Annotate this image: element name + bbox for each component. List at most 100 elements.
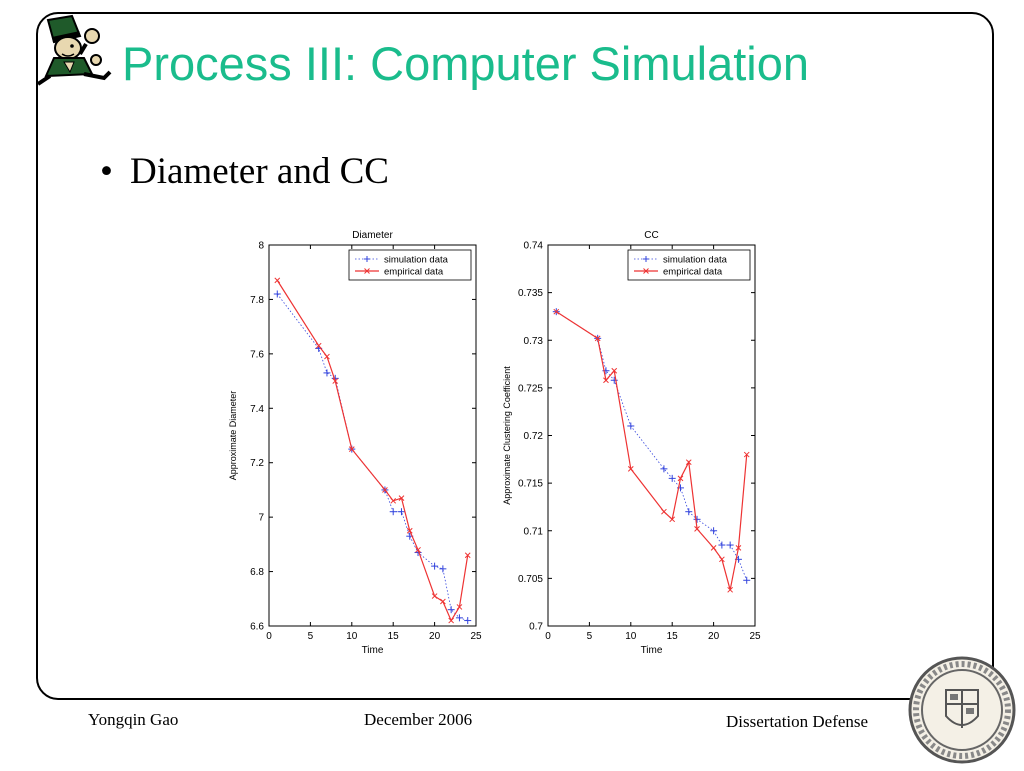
cc-chart: CC 0 5 10 15 20 25 0.7 0.705 0.71 0.715 0.72 0.725 0.… [496, 222, 766, 662]
footer-date: December 2006 [364, 710, 473, 729]
empirical-data-point [661, 508, 667, 515]
cc-chart-svg: CC 0 5 10 15 20 25 0.7 0.705 0.71 0.715 0.72 0.725 0.… [502, 230, 761, 656]
simulation-data-point [660, 465, 668, 473]
plot-area [268, 244, 477, 627]
legend-entry: simulation data [355, 255, 449, 266]
x-tick-label: 20 [708, 631, 720, 642]
simulation-data-point [323, 369, 331, 377]
y-tick-label: 0.74 [524, 241, 544, 252]
simulation-data-point [610, 376, 618, 384]
y-tick-label: 0.705 [518, 574, 543, 585]
empirical-data-point [719, 556, 725, 563]
x-tick-label: 0 [545, 631, 551, 642]
y-tick-label: 7 [258, 513, 264, 524]
chart-title: Diameter [352, 230, 393, 241]
simulation-data-point [685, 508, 693, 516]
footer-event: Dissertation Defense [726, 712, 869, 731]
simulation-data-point [710, 527, 718, 535]
empirical-data-point [406, 527, 413, 534]
y-tick-label: 0.72 [524, 431, 544, 442]
empirical-data-point [315, 342, 322, 349]
diameter-chart-svg: Diameter 0 5 10 15 20 25 6.6 6.8 7 7.2 7.4 7.6 7.8 8 Ti… [228, 230, 482, 656]
empirical-data-point [390, 497, 397, 504]
legend-label: empirical data [384, 267, 444, 278]
simulation-data-point [726, 541, 734, 549]
empirical-data-point [677, 475, 684, 482]
legend-entry: empirical data [634, 267, 723, 278]
empirical-data-point [440, 598, 446, 605]
y-tick-label: 0.73 [524, 336, 544, 347]
chart-title: CC [644, 230, 658, 241]
legend-label: simulation data [384, 255, 449, 266]
simulation-data-point [464, 617, 472, 625]
slide-frame [36, 12, 994, 700]
simulation-data-point [273, 290, 281, 298]
x-tick-label: 15 [388, 631, 400, 642]
y-tick-label: 0.7 [529, 622, 543, 633]
y-tick-label: 0.725 [518, 383, 543, 394]
simulation-data-point [439, 565, 447, 573]
y-tick-label: 6.6 [250, 622, 264, 633]
y-tick-label: 7.2 [250, 458, 264, 469]
plot-area [547, 244, 756, 627]
empirical-data-point [735, 545, 742, 551]
empirical-data-point [324, 353, 330, 360]
empirical-data-point [448, 617, 455, 624]
empirical-data-point [464, 552, 471, 559]
legend-label: simulation data [663, 255, 728, 266]
simulation-data-point [397, 508, 405, 516]
x-tick-label: 10 [625, 631, 637, 642]
legend-entry: simulation data [634, 255, 728, 266]
x-tick-label: 5 [308, 631, 314, 642]
y-tick-label: 6.8 [250, 567, 264, 578]
simulation-data-point [693, 515, 701, 523]
simulation-data-point [668, 474, 676, 482]
y-tick-label: 0.715 [518, 479, 543, 490]
x-tick-label: 10 [346, 631, 358, 642]
legend-label: empirical data [663, 267, 723, 278]
empirical-data-point [685, 459, 692, 466]
empirical-data-point [603, 377, 609, 384]
x-tick-label: 0 [266, 631, 272, 642]
simulation-data-point [431, 562, 439, 570]
empirical-data-point [553, 308, 560, 315]
empirical-data-point [382, 487, 388, 493]
y-tick-label: 8 [258, 241, 264, 252]
y-tick-label: 0.71 [524, 526, 544, 537]
y-tick-label: 0.735 [518, 288, 543, 299]
empirical-data-point [669, 516, 676, 523]
slide-title: Process III: Computer Simulation [122, 37, 809, 90]
empirical-data-point [694, 525, 700, 532]
x-tick-label: 20 [429, 631, 441, 642]
empirical-data-point [398, 495, 405, 501]
y-tick-label: 7.8 [250, 295, 264, 306]
y-axis-label: Approximate Clustering Coefficient [502, 366, 512, 505]
empirical-data-point [431, 593, 438, 599]
y-tick-label: 7.4 [250, 404, 264, 415]
empirical-data-point [710, 545, 717, 551]
simulation-data-point [389, 508, 397, 516]
x-tick-label: 25 [749, 631, 761, 642]
footer-author: Yongqin Gao [88, 710, 179, 729]
simulation-data-point [455, 614, 463, 622]
empirical-data-point [727, 586, 734, 593]
empirical-data-point [611, 367, 618, 374]
x-axis-label: Time [641, 645, 663, 656]
legend-entry: empirical data [355, 267, 444, 278]
leprechaun-mascot-icon [34, 14, 114, 86]
bullet-text: Diameter and CC [130, 151, 389, 192]
empirical-data-point [415, 546, 421, 553]
y-axis-label: Approximate Diameter [228, 391, 238, 481]
x-tick-label: 5 [587, 631, 593, 642]
empirical-data-point [627, 465, 634, 472]
x-tick-label: 15 [667, 631, 679, 642]
simulation-data-point [718, 541, 726, 549]
bullet-dot: • [100, 151, 113, 192]
simulation-data-point [627, 422, 635, 430]
empirical-data-point [456, 604, 463, 610]
simulation-data-point [447, 606, 455, 614]
bullet-item: • Diameter and CC [100, 150, 389, 193]
x-axis-label: Time [362, 645, 384, 656]
